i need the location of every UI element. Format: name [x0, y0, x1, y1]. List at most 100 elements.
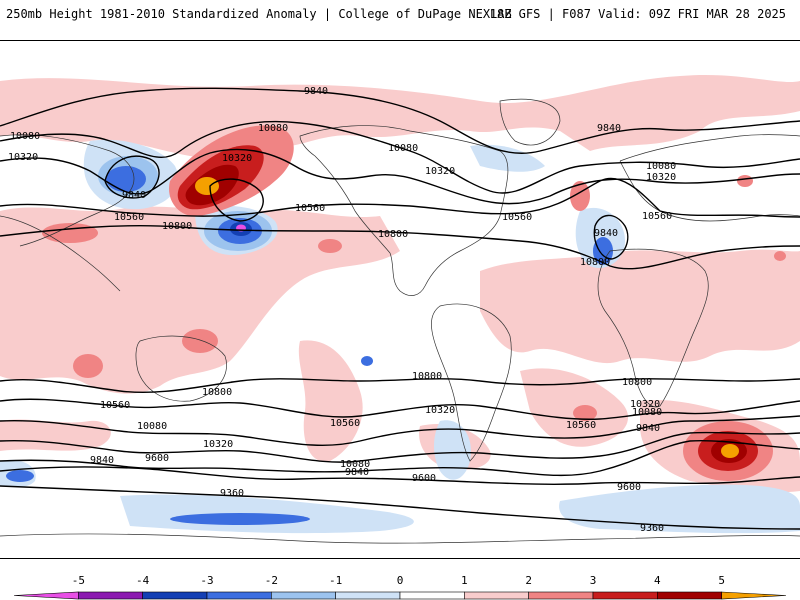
contour-label: 10320	[425, 405, 455, 416]
map-panel: 9840 9840 9840 10080 10080 10080 10080 1…	[0, 40, 800, 559]
contour-label: 10320	[425, 166, 455, 177]
contour-label: 10800	[202, 387, 232, 398]
contour-label: 9600	[617, 482, 641, 493]
contour-10560-south	[0, 398, 800, 420]
contour-label: 10560	[114, 212, 144, 223]
colorbar-segment	[464, 591, 529, 600]
contour-9840-south	[0, 439, 800, 477]
coastline-greenland	[499, 98, 561, 146]
colorbar-segments	[13, 591, 787, 600]
contour-label: 10320	[203, 439, 233, 450]
colorbar-tick-label: 3	[590, 574, 597, 587]
colorbar-tick-label: -3	[200, 574, 213, 587]
contour-label: 10560	[330, 418, 360, 429]
model-run-info: 18Z GFS | F087 Valid: 09Z FRI MAR 28 202…	[489, 7, 786, 21]
contour-label: 9840	[597, 123, 621, 134]
colorbar-tick-label: 0	[397, 574, 404, 587]
colorbar-tick-label: 1	[461, 574, 468, 587]
contour-label: 9840	[122, 190, 146, 201]
contour-label: 10560	[295, 203, 325, 214]
coastline-north-america	[299, 125, 509, 296]
pos-anomaly-area	[520, 368, 629, 447]
contour-10800-north	[0, 225, 800, 270]
coastline-south-america	[431, 303, 512, 462]
colorbar-segment	[335, 591, 401, 600]
contour-label: 10080	[10, 131, 40, 142]
pos-anomaly-peak	[195, 177, 219, 195]
contour-label: 10560	[502, 212, 532, 223]
contour-label: 10080	[388, 143, 418, 154]
contour-10320-north	[0, 148, 800, 205]
anomaly-map: 9840 9840 9840 10080 10080 10080 10080 1…	[0, 74, 800, 544]
contour-10560-north	[0, 177, 800, 218]
contour-labels: 9840 9840 9840 10080 10080 10080 10080 1…	[8, 86, 676, 534]
height-contours	[0, 87, 800, 530]
pos-anomaly-area	[298, 340, 363, 462]
coastlines	[0, 98, 800, 544]
pos-anomaly-area	[0, 206, 400, 394]
contour-9840-north	[0, 87, 800, 154]
colorbar-segment	[271, 591, 336, 600]
colorbar-segment	[78, 591, 143, 600]
contour-label: 10320	[630, 399, 660, 410]
pos-anomaly-peak	[721, 444, 739, 458]
colorbar-segment	[13, 591, 79, 600]
pos-anomaly-core	[737, 175, 753, 187]
pos-anomaly-area	[0, 74, 800, 157]
contour-label: 10800	[580, 257, 610, 268]
colorbar-tick-label: -1	[329, 574, 342, 587]
colorbar-segment	[528, 591, 594, 600]
neg-anomaly-core	[6, 470, 34, 482]
contour-10080-south	[0, 431, 800, 463]
pos-anomaly-core	[570, 181, 590, 211]
coastline-australia	[135, 335, 227, 402]
contour-10800-south	[0, 378, 800, 394]
neg-anomaly-core	[170, 513, 310, 525]
neg-anomaly-area	[470, 144, 545, 172]
contour-10560-loop2	[593, 214, 629, 260]
colorbar-segment	[399, 591, 465, 600]
contour-label: 10080	[137, 421, 167, 432]
contour-10320-south	[0, 415, 800, 446]
colorbar-segment	[142, 591, 208, 600]
coastline-africa	[597, 248, 709, 408]
contour-label: 9600	[412, 473, 436, 484]
neg-anomaly-area	[559, 484, 800, 534]
map-title: 250mb Height 1981-2010 Standardized Anom…	[6, 7, 512, 21]
contour-10080-north	[0, 120, 800, 194]
contour-label: 10800	[378, 229, 408, 240]
contour-label: 9360	[220, 488, 244, 499]
contour-9840-low	[104, 155, 160, 199]
contour-label: 10320	[8, 152, 38, 163]
colorbar-labels: -5 -4 -3 -2 -1 0 1 2 3 4 5	[72, 574, 725, 587]
contour-label: 9840	[636, 423, 660, 434]
contour-label: 10560	[642, 211, 672, 222]
pos-anomaly-core	[318, 239, 342, 253]
colorbar-tick-label: -4	[136, 574, 150, 587]
contour-label: 10080	[632, 407, 662, 418]
colorbar-segment	[592, 591, 658, 600]
colorbar-segment	[657, 591, 722, 600]
colorbar: -5 -4 -3 -2 -1 0 1 2 3 4 5	[13, 574, 787, 600]
contour-label: 9600	[145, 453, 169, 464]
pos-anomaly-core	[182, 329, 218, 353]
colorbar-tick-label: 5	[718, 574, 725, 587]
contour-label: 9840	[345, 467, 369, 478]
contour-label: 10080	[258, 123, 288, 134]
colorbar-tick-label: 2	[525, 574, 532, 587]
pos-anomaly-area	[0, 419, 111, 451]
colorbar-tick-label: 4	[654, 574, 661, 587]
neg-anomaly-core	[361, 356, 373, 366]
pos-anomaly-area	[480, 249, 800, 364]
colorbar-segment	[721, 591, 787, 600]
colorbar-tick-label: -5	[72, 574, 85, 587]
pos-anomaly-core	[774, 251, 786, 261]
colorbar-segment	[206, 591, 272, 600]
contour-label: 10800	[162, 221, 192, 232]
contour-label: 10560	[100, 400, 130, 411]
pos-anomaly-core	[573, 405, 597, 421]
contour-9360-south	[0, 485, 800, 530]
contour-label: 9840	[304, 86, 328, 97]
contour-label: 10320	[222, 153, 252, 164]
contour-label: 10800	[412, 371, 442, 382]
